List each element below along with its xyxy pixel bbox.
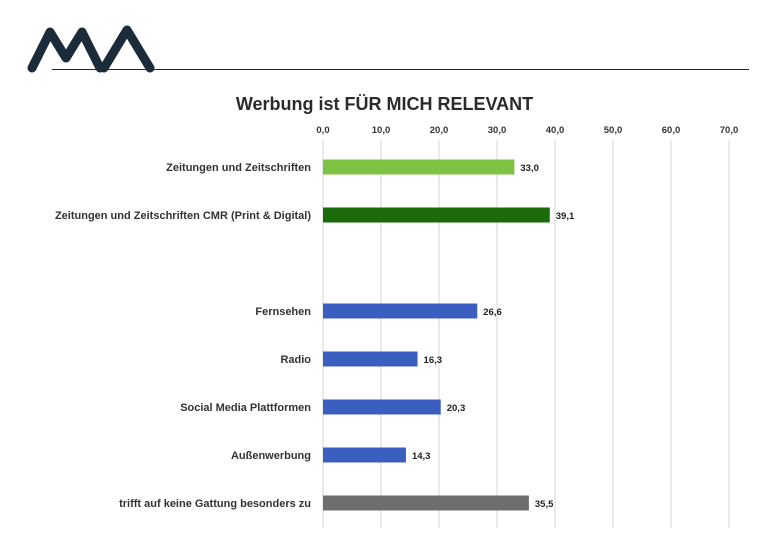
x-tick-label: 10,0 xyxy=(372,125,391,136)
x-tick-label: 30,0 xyxy=(488,125,507,136)
category-label: Außenwerbung xyxy=(231,450,311,462)
bar xyxy=(323,495,529,511)
data-label: 20,3 xyxy=(447,403,466,414)
bar xyxy=(323,447,406,463)
bar xyxy=(323,399,441,415)
bars xyxy=(323,159,550,511)
bar xyxy=(323,351,418,367)
header-rule xyxy=(52,69,749,70)
bar xyxy=(323,303,478,319)
gridlines xyxy=(322,140,730,528)
category-label: Social Media Plattformen xyxy=(180,402,311,414)
data-label: 16,3 xyxy=(424,355,443,366)
value-labels: 33,0 39,1 26,6 16,3 20,3 14,3 35,5 xyxy=(412,163,575,510)
category-label: Zeitungen und Zeitschriften CMR (Print &… xyxy=(55,210,311,222)
category-label: Zeitungen und Zeitschriften xyxy=(166,162,311,174)
x-tick-label: 70,0 xyxy=(720,125,739,136)
category-labels: Zeitungen und Zeitschriften Zeitungen und… xyxy=(55,162,311,510)
data-label: 33,0 xyxy=(520,163,539,174)
category-label: trifft auf keine Gattung besonders zu xyxy=(119,498,311,510)
category-label: Fernsehen xyxy=(255,306,311,318)
x-tick-label: 0,0 xyxy=(316,125,329,136)
data-label: 39,1 xyxy=(556,211,575,222)
data-label: 35,5 xyxy=(535,499,554,510)
ma-logo-icon xyxy=(27,25,155,73)
bar xyxy=(323,207,550,223)
chart-title: Werbung ist FÜR MICH RELEVANT xyxy=(235,94,534,114)
x-tick-label: 60,0 xyxy=(662,125,681,136)
x-axis-ticks: 0,0 10,0 20,0 30,0 40,0 50,0 60,0 70,0 xyxy=(316,125,738,136)
x-tick-label: 20,0 xyxy=(430,125,449,136)
bar xyxy=(323,159,515,175)
x-tick-label: 40,0 xyxy=(546,125,565,136)
data-label: 26,6 xyxy=(483,307,502,318)
data-label: 14,3 xyxy=(412,451,431,462)
category-label: Radio xyxy=(280,354,311,366)
x-tick-label: 50,0 xyxy=(604,125,623,136)
